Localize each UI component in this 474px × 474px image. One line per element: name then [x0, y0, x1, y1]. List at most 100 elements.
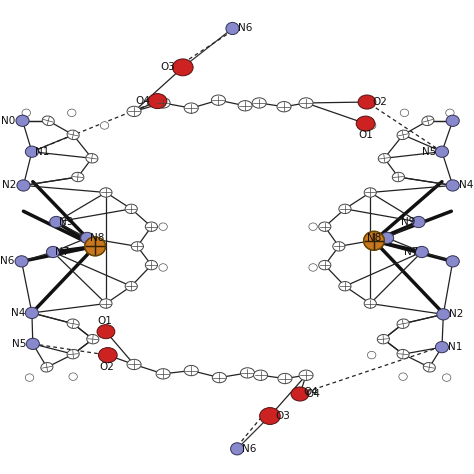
Ellipse shape — [436, 146, 448, 157]
Ellipse shape — [309, 223, 317, 230]
Ellipse shape — [97, 325, 115, 339]
Ellipse shape — [100, 122, 109, 129]
Ellipse shape — [400, 109, 409, 117]
Ellipse shape — [339, 204, 351, 214]
Ellipse shape — [399, 373, 407, 381]
Ellipse shape — [299, 98, 313, 108]
Ellipse shape — [148, 93, 167, 109]
Ellipse shape — [25, 307, 38, 319]
Ellipse shape — [436, 341, 448, 353]
Ellipse shape — [159, 223, 167, 230]
Text: O4: O4 — [306, 389, 320, 399]
Ellipse shape — [309, 264, 317, 271]
Ellipse shape — [184, 103, 198, 113]
Text: N7: N7 — [404, 247, 419, 257]
Ellipse shape — [278, 374, 292, 383]
Ellipse shape — [442, 374, 451, 382]
Text: N8: N8 — [91, 233, 105, 243]
Ellipse shape — [356, 116, 375, 131]
Ellipse shape — [125, 204, 137, 214]
Ellipse shape — [127, 106, 141, 117]
Ellipse shape — [423, 363, 435, 372]
Ellipse shape — [22, 109, 30, 117]
Ellipse shape — [125, 282, 137, 291]
Text: N5: N5 — [11, 339, 26, 349]
Ellipse shape — [367, 122, 376, 129]
Ellipse shape — [46, 246, 60, 258]
Text: N1: N1 — [35, 147, 49, 157]
Ellipse shape — [415, 246, 428, 258]
Ellipse shape — [100, 351, 109, 359]
Ellipse shape — [127, 359, 141, 370]
Text: O4: O4 — [135, 96, 150, 106]
Ellipse shape — [319, 222, 331, 231]
Ellipse shape — [397, 130, 409, 140]
Ellipse shape — [16, 115, 29, 127]
Text: N5: N5 — [422, 147, 436, 157]
Ellipse shape — [100, 188, 112, 197]
Text: N8: N8 — [367, 233, 381, 243]
Ellipse shape — [50, 216, 63, 228]
Ellipse shape — [254, 370, 268, 381]
Ellipse shape — [67, 349, 79, 359]
Ellipse shape — [319, 260, 331, 270]
Ellipse shape — [392, 173, 404, 182]
Ellipse shape — [446, 256, 459, 267]
Ellipse shape — [67, 130, 79, 140]
Ellipse shape — [226, 22, 239, 35]
Ellipse shape — [397, 319, 409, 328]
Ellipse shape — [446, 180, 459, 191]
Ellipse shape — [446, 115, 459, 127]
Ellipse shape — [364, 188, 376, 197]
Ellipse shape — [211, 95, 226, 105]
Text: N4: N4 — [459, 181, 473, 191]
Ellipse shape — [230, 443, 244, 455]
Ellipse shape — [358, 95, 376, 109]
Ellipse shape — [437, 309, 450, 320]
Text: O3: O3 — [160, 63, 175, 73]
Text: N9: N9 — [401, 217, 415, 227]
Text: N6: N6 — [242, 444, 256, 454]
Ellipse shape — [67, 109, 76, 117]
Ellipse shape — [339, 282, 351, 291]
Ellipse shape — [173, 59, 193, 76]
Ellipse shape — [397, 349, 409, 359]
Ellipse shape — [240, 368, 255, 378]
Text: N1: N1 — [448, 342, 462, 352]
Ellipse shape — [67, 319, 79, 328]
Text: O2: O2 — [100, 362, 114, 372]
Ellipse shape — [85, 237, 106, 256]
Ellipse shape — [381, 232, 394, 244]
Text: N0: N0 — [1, 116, 16, 126]
Text: O4: O4 — [303, 387, 318, 397]
Text: N2: N2 — [2, 181, 17, 191]
Ellipse shape — [25, 146, 38, 157]
Ellipse shape — [99, 347, 117, 363]
Ellipse shape — [378, 154, 391, 163]
Ellipse shape — [42, 116, 55, 126]
Ellipse shape — [156, 98, 170, 108]
Text: N2: N2 — [449, 310, 464, 319]
Ellipse shape — [85, 237, 106, 256]
Text: N6: N6 — [238, 23, 253, 34]
Ellipse shape — [184, 365, 198, 376]
Text: O1: O1 — [358, 130, 373, 140]
Ellipse shape — [277, 101, 291, 112]
Ellipse shape — [81, 232, 94, 244]
Ellipse shape — [212, 373, 227, 383]
Ellipse shape — [100, 299, 112, 308]
Ellipse shape — [333, 242, 345, 251]
Ellipse shape — [364, 231, 384, 250]
Ellipse shape — [87, 335, 99, 344]
Ellipse shape — [260, 408, 280, 424]
Ellipse shape — [131, 242, 144, 251]
Ellipse shape — [86, 154, 98, 163]
Ellipse shape — [299, 370, 313, 381]
Ellipse shape — [156, 369, 170, 379]
Text: O2: O2 — [373, 97, 388, 107]
Ellipse shape — [41, 363, 53, 372]
Ellipse shape — [146, 260, 157, 270]
Ellipse shape — [291, 387, 309, 401]
Ellipse shape — [25, 374, 34, 382]
Ellipse shape — [72, 173, 84, 182]
